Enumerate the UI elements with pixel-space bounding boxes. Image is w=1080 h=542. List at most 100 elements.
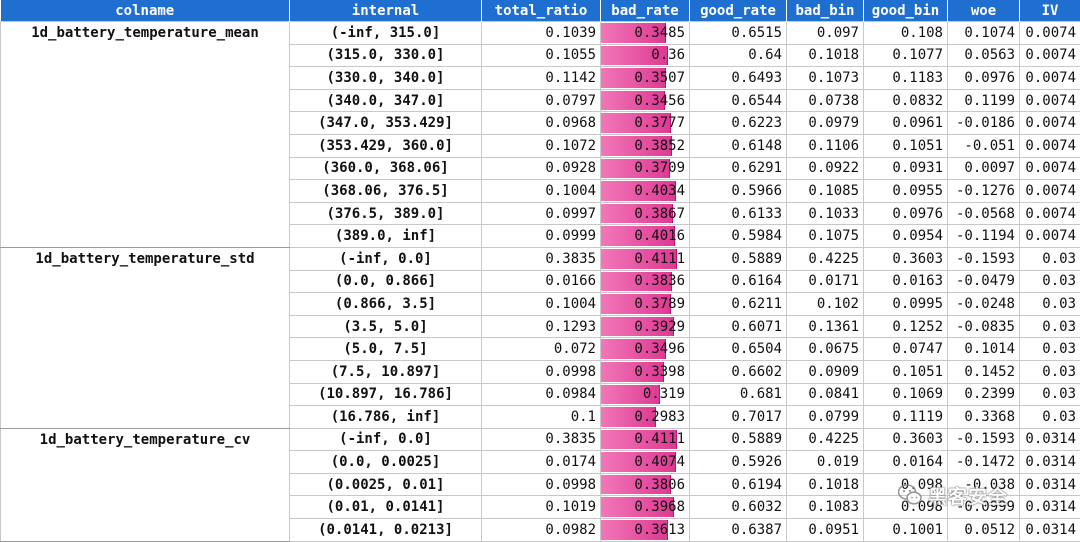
cell-iv[interactable]: 0.0074: [1020, 180, 1080, 203]
cell-good-bin[interactable]: 0.0163: [864, 270, 948, 293]
cell-internal[interactable]: (3.5, 5.0]: [290, 315, 482, 338]
cell-bad-bin[interactable]: 0.0171: [787, 270, 864, 293]
header-good-bin[interactable]: good_bin: [864, 0, 948, 22]
cell-good-bin[interactable]: 0.1051: [864, 134, 948, 157]
cell-bad-bin[interactable]: 0.1075: [787, 225, 864, 248]
cell-bad-bin[interactable]: 0.0738: [787, 89, 864, 112]
cell-internal[interactable]: (353.429, 360.0]: [290, 134, 482, 157]
cell-good-bin[interactable]: 0.0995: [864, 293, 948, 316]
cell-iv[interactable]: 0.03: [1020, 338, 1080, 361]
cell-woe[interactable]: 0.0512: [948, 519, 1020, 542]
cell-iv[interactable]: 0.03: [1020, 360, 1080, 383]
cell-woe[interactable]: -0.1472: [948, 451, 1020, 474]
cell-iv[interactable]: 0.0074: [1020, 157, 1080, 180]
cell-bad-rate[interactable]: 0.3777: [601, 112, 690, 135]
cell-good-rate[interactable]: 0.6211: [690, 293, 787, 316]
cell-internal[interactable]: (0.0141, 0.0213]: [290, 519, 482, 542]
cell-good-rate[interactable]: 0.6071: [690, 315, 787, 338]
cell-good-rate[interactable]: 0.7017: [690, 406, 787, 429]
cell-woe[interactable]: -0.1194: [948, 225, 1020, 248]
cell-iv[interactable]: 0.0074: [1020, 112, 1080, 135]
cell-total-ratio[interactable]: 0.0984: [482, 383, 601, 406]
cell-woe[interactable]: 0.1199: [948, 89, 1020, 112]
cell-bad-rate[interactable]: 0.3398: [601, 360, 690, 383]
cell-total-ratio[interactable]: 0.0998: [482, 473, 601, 496]
header-total-ratio[interactable]: total_ratio: [482, 0, 601, 22]
cell-woe[interactable]: -0.1593: [948, 428, 1020, 451]
cell-total-ratio[interactable]: 0.072: [482, 338, 601, 361]
cell-woe[interactable]: 0.0563: [948, 44, 1020, 67]
cell-bad-bin[interactable]: 0.019: [787, 451, 864, 474]
cell-total-ratio[interactable]: 0.1: [482, 406, 601, 429]
cell-internal[interactable]: (368.06, 376.5]: [290, 180, 482, 203]
cell-iv[interactable]: 0.0314: [1020, 519, 1080, 542]
cell-good-bin[interactable]: 0.0931: [864, 157, 948, 180]
cell-good-bin[interactable]: 0.1119: [864, 406, 948, 429]
cell-iv[interactable]: 0.0074: [1020, 22, 1080, 45]
cell-good-rate[interactable]: 0.5889: [690, 428, 787, 451]
cell-good-bin[interactable]: 0.1183: [864, 67, 948, 90]
cell-bad-rate[interactable]: 0.2983: [601, 406, 690, 429]
cell-internal[interactable]: (10.897, 16.786]: [290, 383, 482, 406]
cell-internal[interactable]: (0.0, 0.866]: [290, 270, 482, 293]
header-iv[interactable]: IV: [1020, 0, 1080, 22]
cell-good-rate[interactable]: 0.6387: [690, 519, 787, 542]
cell-total-ratio[interactable]: 0.1142: [482, 67, 601, 90]
cell-iv[interactable]: 0.0074: [1020, 67, 1080, 90]
cell-woe[interactable]: -0.0835: [948, 315, 1020, 338]
cell-good-bin[interactable]: 0.0832: [864, 89, 948, 112]
cell-good-rate[interactable]: 0.6493: [690, 67, 787, 90]
cell-good-bin[interactable]: 0.3603: [864, 247, 948, 270]
cell-bad-rate[interactable]: 0.3507: [601, 67, 690, 90]
cell-woe[interactable]: 0.1014: [948, 338, 1020, 361]
cell-good-rate[interactable]: 0.64: [690, 44, 787, 67]
cell-iv[interactable]: 0.0074: [1020, 202, 1080, 225]
cell-internal[interactable]: (-inf, 0.0]: [290, 247, 482, 270]
cell-bad-rate[interactable]: 0.3806: [601, 473, 690, 496]
cell-bad-bin[interactable]: 0.4225: [787, 247, 864, 270]
cell-bad-rate[interactable]: 0.4111: [601, 428, 690, 451]
cell-woe[interactable]: 0.0097: [948, 157, 1020, 180]
cell-good-rate[interactable]: 0.5889: [690, 247, 787, 270]
cell-good-bin[interactable]: 0.1051: [864, 360, 948, 383]
cell-internal[interactable]: (315.0, 330.0]: [290, 44, 482, 67]
cell-iv[interactable]: 0.0314: [1020, 451, 1080, 474]
cell-good-rate[interactable]: 0.6133: [690, 202, 787, 225]
cell-colname[interactable]: 1d_battery_temperature_mean: [1, 22, 290, 248]
cell-good-rate[interactable]: 0.681: [690, 383, 787, 406]
cell-internal[interactable]: (0.866, 3.5]: [290, 293, 482, 316]
cell-iv[interactable]: 0.0314: [1020, 428, 1080, 451]
cell-internal[interactable]: (340.0, 347.0]: [290, 89, 482, 112]
cell-internal[interactable]: (347.0, 353.429]: [290, 112, 482, 135]
cell-internal[interactable]: (5.0, 7.5]: [290, 338, 482, 361]
cell-internal[interactable]: (0.0025, 0.01]: [290, 473, 482, 496]
cell-bad-bin[interactable]: 0.1083: [787, 496, 864, 519]
cell-good-bin[interactable]: 0.0164: [864, 451, 948, 474]
cell-total-ratio[interactable]: 0.1004: [482, 180, 601, 203]
cell-good-bin[interactable]: 0.1252: [864, 315, 948, 338]
cell-bad-bin[interactable]: 0.0909: [787, 360, 864, 383]
cell-iv[interactable]: 0.0074: [1020, 134, 1080, 157]
cell-good-rate[interactable]: 0.6223: [690, 112, 787, 135]
cell-good-rate[interactable]: 0.6148: [690, 134, 787, 157]
cell-total-ratio[interactable]: 0.0797: [482, 89, 601, 112]
cell-total-ratio[interactable]: 0.0982: [482, 519, 601, 542]
cell-total-ratio[interactable]: 0.0928: [482, 157, 601, 180]
cell-bad-rate[interactable]: 0.3929: [601, 315, 690, 338]
cell-woe[interactable]: 0.1074: [948, 22, 1020, 45]
cell-bad-bin[interactable]: 0.1085: [787, 180, 864, 203]
cell-good-rate[interactable]: 0.6291: [690, 157, 787, 180]
cell-good-bin[interactable]: 0.3603: [864, 428, 948, 451]
cell-good-rate[interactable]: 0.6032: [690, 496, 787, 519]
cell-iv[interactable]: 0.03: [1020, 270, 1080, 293]
cell-woe[interactable]: -0.051: [948, 134, 1020, 157]
cell-bad-rate[interactable]: 0.3709: [601, 157, 690, 180]
header-good-rate[interactable]: good_rate: [690, 0, 787, 22]
cell-total-ratio[interactable]: 0.0999: [482, 225, 601, 248]
cell-internal[interactable]: (-inf, 315.0]: [290, 22, 482, 45]
cell-bad-rate[interactable]: 0.4034: [601, 180, 690, 203]
cell-woe[interactable]: 0.3368: [948, 406, 1020, 429]
cell-total-ratio[interactable]: 0.0968: [482, 112, 601, 135]
cell-total-ratio[interactable]: 0.1072: [482, 134, 601, 157]
cell-woe[interactable]: 0.2399: [948, 383, 1020, 406]
